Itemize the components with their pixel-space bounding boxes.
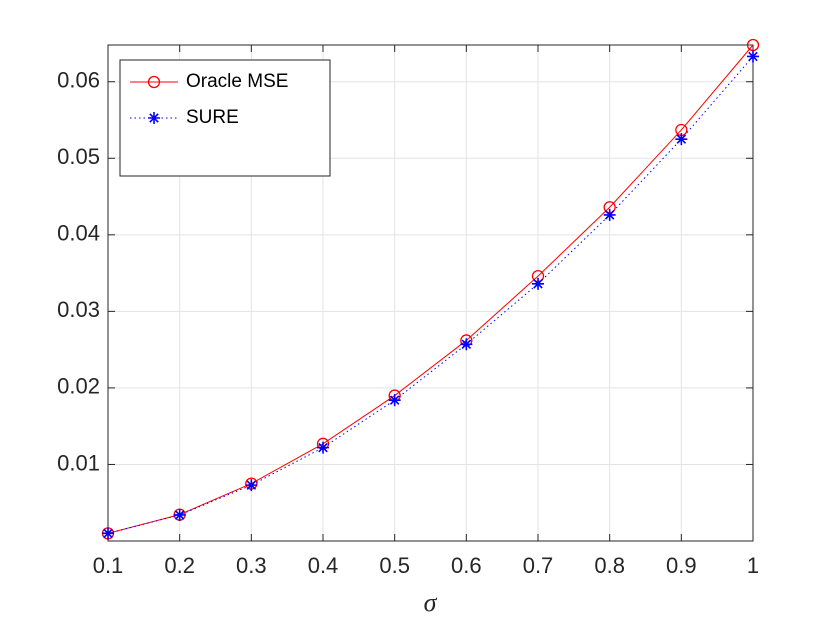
x-tick-label: 0.2 bbox=[164, 553, 195, 578]
x-axis-label: σ bbox=[424, 588, 438, 617]
marker bbox=[675, 133, 688, 146]
series-line bbox=[107, 44, 754, 534]
marker bbox=[102, 527, 114, 540]
marker bbox=[747, 50, 759, 63]
y-tick-label: 0.03 bbox=[57, 297, 100, 322]
plot-frame bbox=[107, 44, 754, 542]
marker bbox=[388, 394, 401, 407]
x-tick-label: 0.1 bbox=[93, 553, 124, 578]
x-tick-label: 0.3 bbox=[236, 553, 267, 578]
x-tick-label: 0.8 bbox=[594, 553, 625, 578]
y-tick-label: 0.02 bbox=[57, 374, 100, 399]
x-tick-label: 0.7 bbox=[523, 553, 554, 578]
legend-marker bbox=[147, 75, 161, 89]
legend-label: SURE bbox=[186, 107, 239, 128]
x-tick-label: 0.5 bbox=[379, 553, 410, 578]
marker bbox=[317, 441, 329, 454]
marker bbox=[460, 338, 473, 351]
y-tick-label: 0.06 bbox=[57, 68, 100, 93]
y-tick-label: 0.05 bbox=[57, 144, 100, 169]
x-tick-label: 0.6 bbox=[451, 553, 482, 578]
marker bbox=[245, 479, 258, 492]
series-line bbox=[107, 56, 754, 534]
y-tick-label: 0.04 bbox=[57, 221, 100, 246]
x-tick-label: 1 bbox=[747, 553, 759, 578]
legend-marker bbox=[148, 112, 160, 124]
x-tick-label: 0.4 bbox=[308, 553, 339, 578]
marker bbox=[532, 277, 544, 290]
y-tick-label: 0.01 bbox=[57, 450, 100, 475]
marker bbox=[173, 508, 186, 521]
x-tick-label: 0.9 bbox=[666, 553, 697, 578]
marker bbox=[603, 208, 616, 221]
legend-label: Oracle MSE bbox=[186, 71, 288, 92]
legend: Oracle MSE SURE bbox=[119, 59, 331, 177]
